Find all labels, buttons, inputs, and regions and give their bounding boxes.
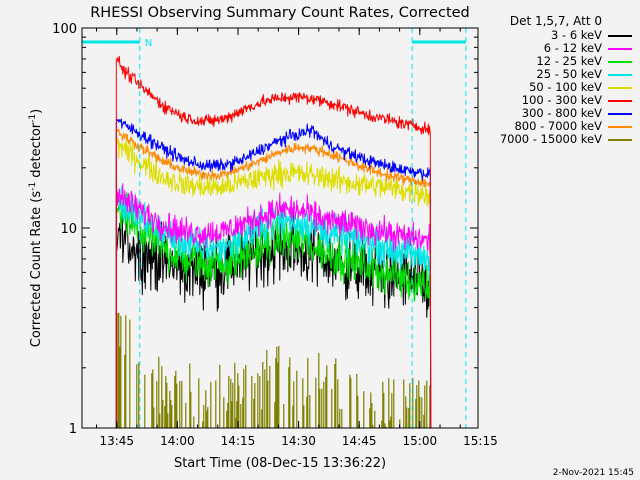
legend-item: 25 - 50 keV <box>480 68 640 81</box>
y-axis-label: Corrected Count Rate (s-1 detector-1) <box>28 109 44 347</box>
legend-label: 25 - 50 keV <box>536 67 602 81</box>
legend-swatch <box>608 87 632 89</box>
legend-label: 50 - 100 keV <box>529 80 602 94</box>
series-7-line <box>115 128 432 428</box>
legend-label: 3 - 6 keV <box>551 28 602 42</box>
legend-swatch <box>608 113 632 115</box>
series-4-line <box>115 136 432 428</box>
legend-swatch <box>608 74 632 76</box>
x-tick-label: 13:45 <box>99 434 134 448</box>
series-1-line <box>115 183 432 428</box>
legend: Det 1,5,7, Att 0 3 - 6 keV 6 - 12 keV 12 -… <box>480 14 640 146</box>
x-tick-label: 14:45 <box>342 434 377 448</box>
y-tick-label: 10 <box>60 222 77 237</box>
legend-swatch <box>608 126 632 128</box>
night-periods: N <box>82 28 467 428</box>
legend-item: 12 - 25 keV <box>480 55 640 68</box>
legend-label: 300 - 800 keV <box>521 106 602 120</box>
legend-label: 100 - 300 keV <box>521 93 602 107</box>
legend-item: 3 - 6 keV <box>480 29 640 42</box>
x-tick-label: 14:00 <box>160 434 195 448</box>
legend-title: Det 1,5,7, Att 0 <box>509 14 602 28</box>
x-tick-label: 15:15 <box>463 434 498 448</box>
legend-swatch <box>608 61 632 63</box>
x-tick-label: 14:15 <box>221 434 256 448</box>
x-tick-label: 15:00 <box>403 434 438 448</box>
x-tick-label: 14:30 <box>281 434 316 448</box>
legend-label: 800 - 7000 keV <box>514 119 602 133</box>
legend-label: 6 - 12 keV <box>543 41 602 55</box>
footer-date: 2-Nov-2021 15:45 <box>552 468 634 478</box>
legend-item: 50 - 100 keV <box>480 81 640 94</box>
axes: 13:45 14:00 14:15 14:30 14:45 15:00 15:15 1 10 10… <box>52 22 498 448</box>
legend-label: 7000 - 15000 keV <box>499 132 602 146</box>
x-axis-label: Start Time (08-Dec-15 13:36:22) <box>174 456 386 471</box>
legend-swatch <box>608 100 632 102</box>
series-5-line <box>115 55 432 428</box>
legend-swatch <box>608 35 632 37</box>
data-layer <box>115 55 432 428</box>
night-label: N <box>145 38 152 49</box>
series-6-line <box>115 118 432 428</box>
y-tick-label: 100 <box>52 22 77 37</box>
series-8-bars <box>117 312 431 428</box>
chart-title: RHESSI Observing Summary Count Rates, Co… <box>90 5 470 21</box>
y-tick-label: 1 <box>69 422 77 437</box>
legend-item: 300 - 800 keV <box>480 107 640 120</box>
legend-item: 800 - 7000 keV <box>480 120 640 133</box>
legend-item: 6 - 12 keV <box>480 42 640 55</box>
legend-item: 100 - 300 keV <box>480 94 640 107</box>
legend-label: 12 - 25 keV <box>536 54 602 68</box>
legend-swatch <box>608 48 632 50</box>
legend-swatch <box>608 139 632 141</box>
legend-item: 7000 - 15000 keV <box>480 133 640 146</box>
